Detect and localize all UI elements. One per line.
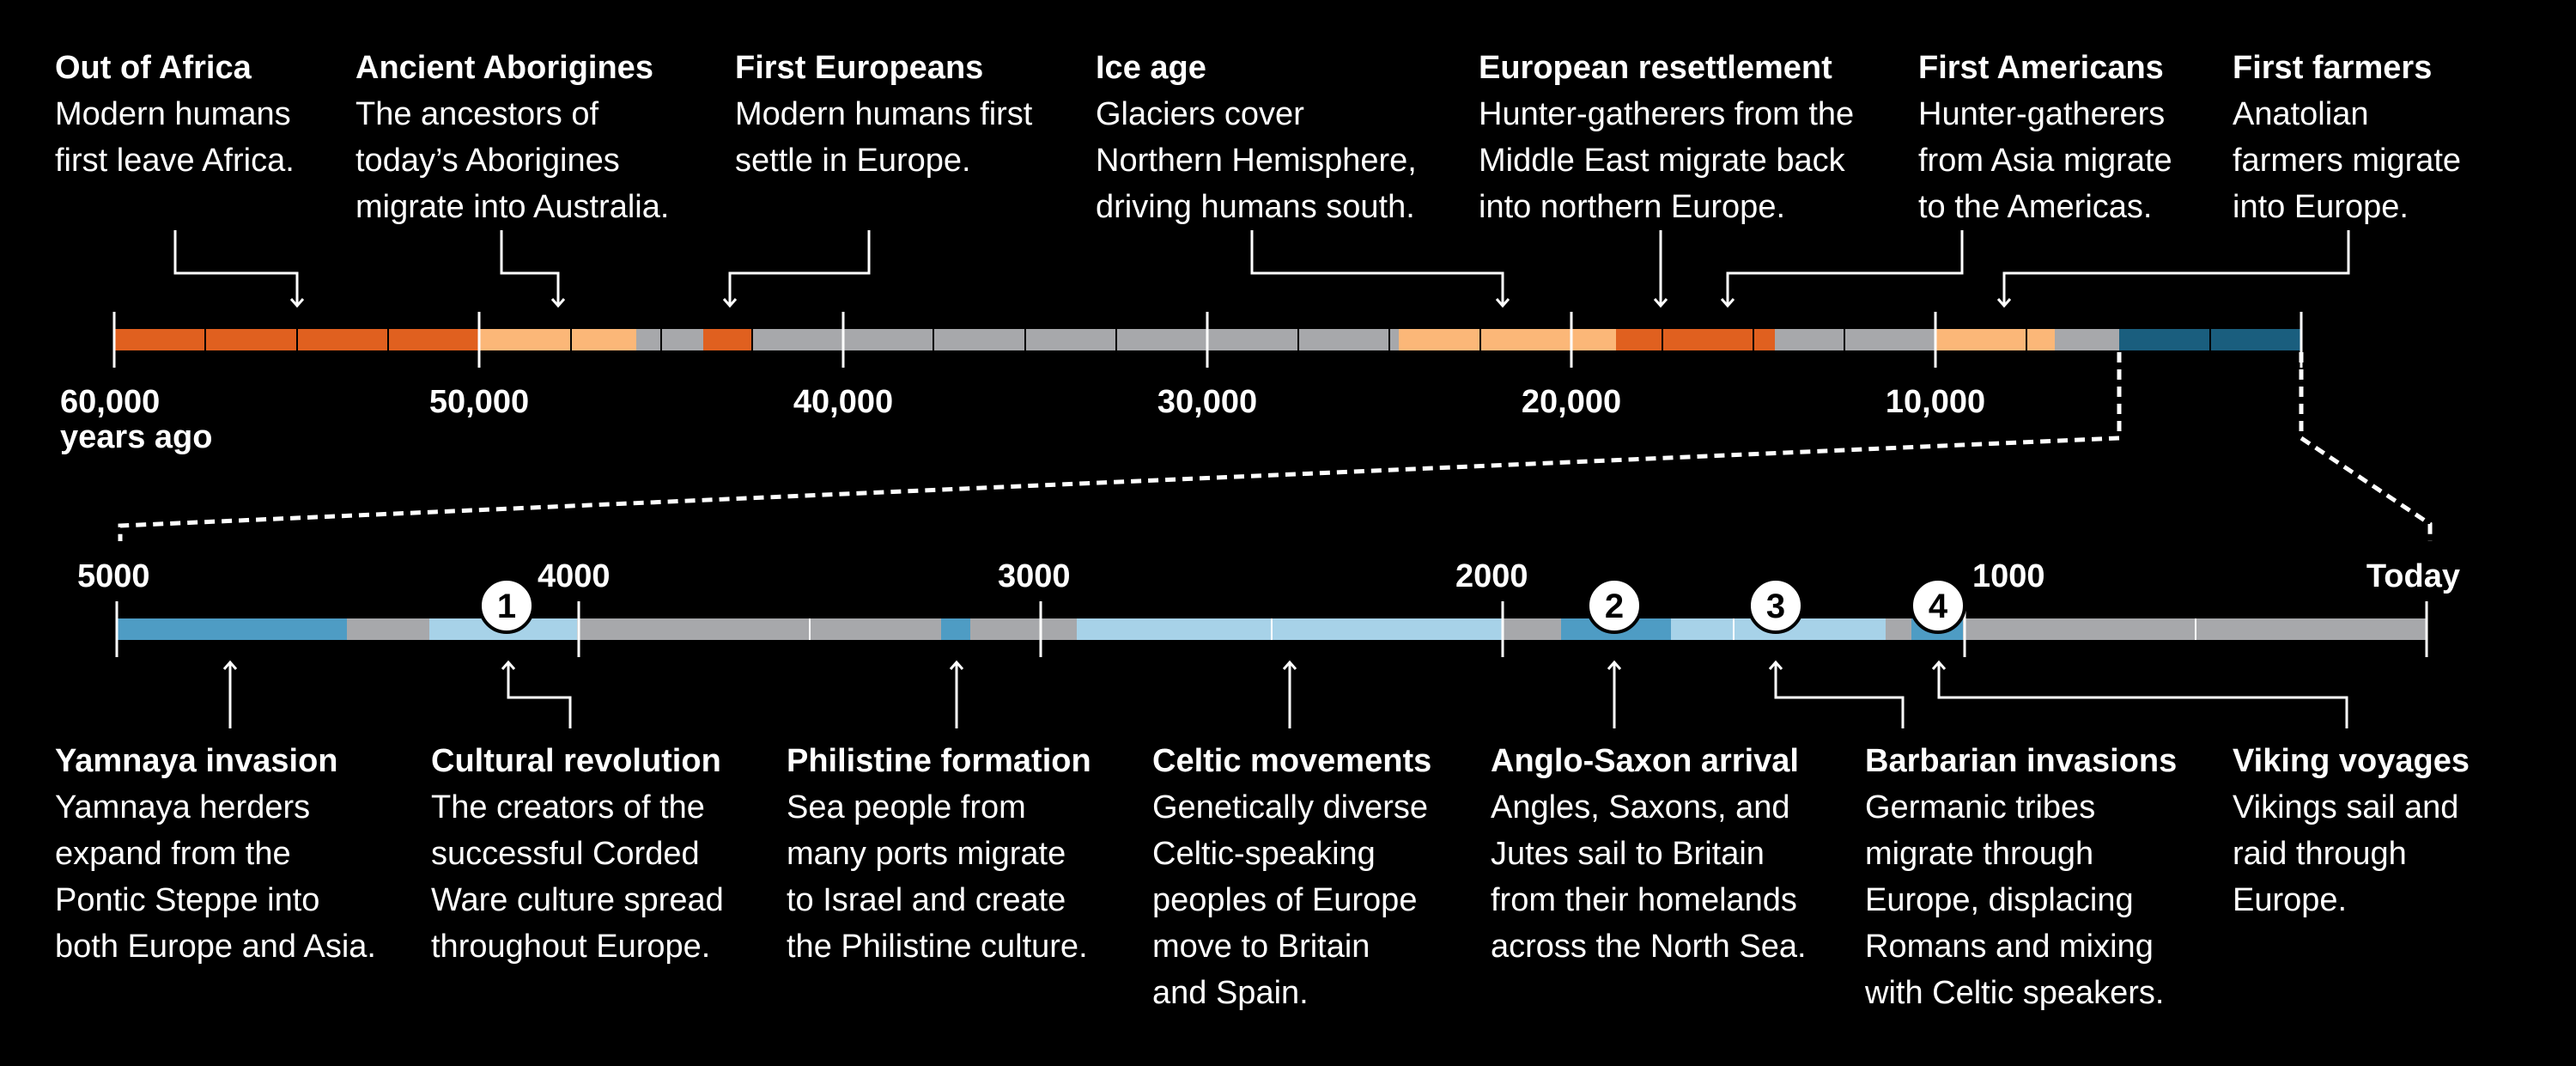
event-title: Ancient Aborigines [355,50,653,86]
marker-3: 3 [1747,577,1804,634]
bottom-minor-ticks [809,618,2196,640]
event-description: Vikings sail and raid through Europe. [2233,789,2459,918]
event-description: The ancestors of today’s Aborigines migr… [355,96,670,225]
event-title: First Americans [1918,50,2164,86]
marker-number: 4 [1929,588,1948,625]
event-title: European resettlement [1479,50,1832,86]
event-title: Barbarian invasions [1865,743,2178,779]
bar-segment [1775,329,1936,350]
bar-segment [1886,618,1911,640]
connector-arrow [501,660,572,728]
connector-arrow [500,230,566,308]
event-title: Anglo-Saxon arrival [1491,743,1799,779]
top-tick-label: 40,000 [793,384,893,420]
annotation-viking-voyages: Viking voyages Vikings sail and raid thr… [2233,738,2516,923]
bottom-tick-label: Today [2366,558,2460,594]
bottom-timeline-bar [117,618,2427,640]
top-tick-label: 50,000 [429,384,529,420]
annotation-first-americans: First Americans Hunter-gatherers from As… [1918,45,2202,230]
bar-segment [1077,618,1503,640]
event-title: Yamnaya invasion [55,743,338,779]
annotation-ice-age: Ice age Glaciers cover Northern Hemisphe… [1096,45,1456,230]
top-connectors [173,230,2350,308]
marker-1: 1 [478,577,535,634]
annotation-ancient-aborigines: Ancient Aborigines The ancestors of toda… [355,45,716,230]
event-description: Angles, Saxons, and Jutes sail to Britai… [1491,789,1807,965]
zoom-connector [118,352,2433,541]
marker-number: 2 [1605,588,1624,625]
bar-segment [347,618,429,640]
top-tick-label: 30,000 [1157,384,1257,420]
top-tick-label: 60,000 [60,384,160,420]
annotation-yamnaya-invasion: Yamnaya invasion Yamnaya herders expand … [55,738,416,970]
bar-segment [751,329,1399,350]
annotation-celtic-movements: Celtic movements Genetically diverse Cel… [1152,738,1513,1016]
connector-arrow [1768,660,1905,728]
annotation-european-resettlement: European resettlement Hunter-gatherers f… [1479,45,1874,230]
bottom-tick-label: 4000 [538,558,611,594]
event-description: Modern humans first settle in Europe. [735,96,1033,179]
event-title: Ice age [1096,50,1206,86]
top-tick-label: 20,000 [1522,384,1621,420]
marker-number: 1 [497,588,516,625]
annotation-anglo-saxon-arrival: Anglo-Saxon arrival Angles, Saxons, and … [1491,738,1851,970]
bottom-tick-label: 1000 [1972,558,2045,594]
annotation-barbarian-invasions: Barbarian invasions Germanic tribes migr… [1865,738,2226,1016]
annotation-cultural-revolution: Cultural revolution The creators of the … [431,738,792,970]
event-title: Celtic movements [1152,743,1432,779]
event-description: Hunter-gatherers from Asia migrate to th… [1918,96,2172,225]
bar-segment [1399,329,1616,350]
event-title: Philistine formation [787,743,1091,779]
bar-segment [1503,618,1561,640]
event-description: Anatolian farmers migrate into Europe. [2233,96,2462,225]
bottom-tick-label: 2000 [1455,558,1528,594]
bar-segment [941,618,970,640]
marker-4: 4 [1910,577,1966,634]
annotation-first-farmers: First farmers Anatolian farmers migrate … [2233,45,2516,230]
annotation-philistine-formation: Philistine formation Sea people from man… [787,738,1147,970]
connector-arrow [173,230,305,308]
event-description: Modern humans first leave Africa. [55,96,295,179]
event-description: Germanic tribes migrate through Europe, … [1865,789,2165,1011]
event-description: Hunter-gatherers from the Middle East mi… [1479,96,1855,225]
bottom-tick-label: 3000 [998,558,1071,594]
bottom-connectors [222,660,2348,728]
event-description: Genetically diverse Celtic-speaking peop… [1152,789,1429,1011]
event-title: Cultural revolution [431,743,721,779]
marker-number: 3 [1766,588,1785,625]
connector-arrow [1996,230,2350,308]
event-description: The creators of the successful Corded Wa… [431,789,724,965]
bar-segment [970,618,1077,640]
bar-segment [1616,329,1775,350]
bar-segment [703,329,751,350]
annotation-first-europeans: First Europeans Modern humans first sett… [735,45,1096,184]
connector-arrow [1720,230,1964,308]
event-title: First farmers [2233,50,2433,86]
connector-arrow [1931,660,2348,728]
event-description: Glaciers cover Northern Hemisphere, driv… [1096,96,1417,225]
bar-segment [636,329,703,350]
bottom-tick-label: 5000 [77,558,150,594]
event-title: First Europeans [735,50,984,86]
event-description: Yamnaya herders expand from the Pontic S… [55,789,376,965]
event-title: Viking voyages [2233,743,2470,779]
connector-arrow [722,230,871,308]
top-minor-ticks [204,329,2211,350]
unit-label: years ago [60,419,212,455]
connector-arrow [1250,230,1510,308]
bar-segment [117,618,347,640]
marker-2: 2 [1586,577,1643,634]
top-timeline-bar [114,329,2301,350]
annotation-out-of-africa: Out of Africa Modern humans first leave … [55,45,416,184]
event-title: Out of Africa [55,50,252,86]
bar-segment [1936,329,2055,350]
bar-segment [480,329,636,350]
bar-segment [577,618,941,640]
top-tick-label: 10,000 [1886,384,1985,420]
event-description: Sea people from many ports migrate to Is… [787,789,1088,965]
bar-segment [2055,329,2119,350]
